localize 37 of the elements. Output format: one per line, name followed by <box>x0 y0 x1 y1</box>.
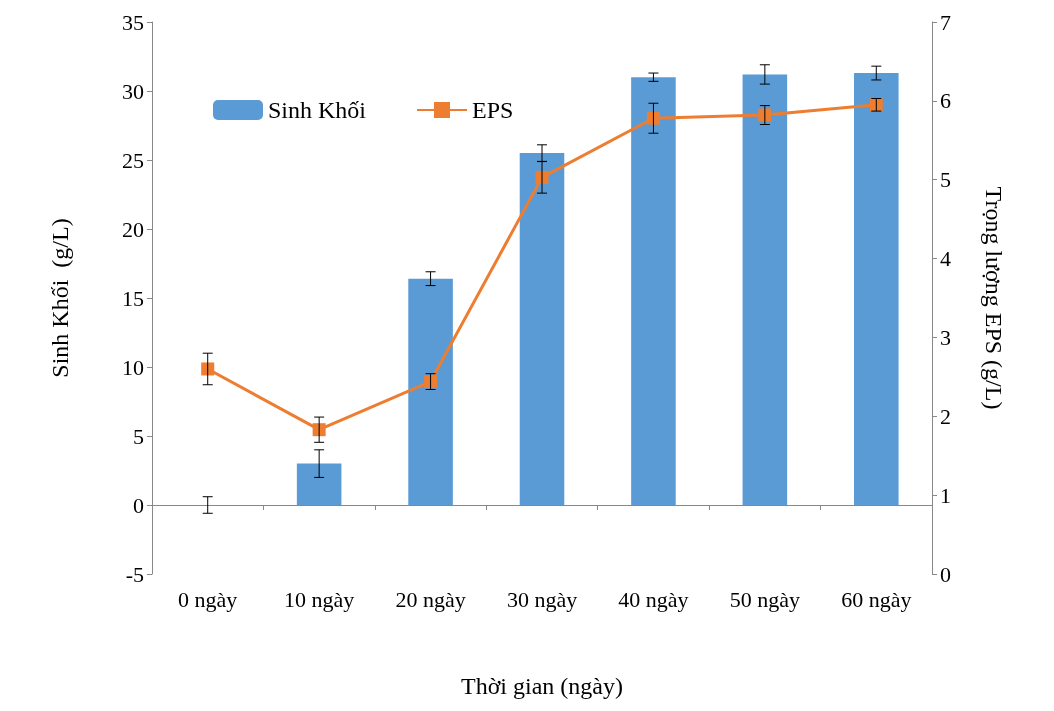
bar <box>854 73 899 505</box>
y-tick-label: 10 <box>122 354 144 380</box>
y2-tick-label: 1 <box>940 482 951 508</box>
y2-tick-label: 7 <box>940 9 951 35</box>
x-axis-title: Thời gian (ngày) <box>461 673 623 699</box>
x-tick-label: 40 ngày <box>618 586 689 612</box>
y2-tick-label: 2 <box>940 403 951 429</box>
x-tick-label: 60 ngày <box>841 586 912 612</box>
x-tick-label: 20 ngày <box>395 586 466 612</box>
bar <box>408 278 453 505</box>
y-tick-label: 20 <box>122 216 144 242</box>
y-tick-label: 25 <box>122 147 144 173</box>
legend-label: Sinh Khối <box>268 97 367 123</box>
y2-tick-label: 4 <box>940 246 951 272</box>
x-tick-label: 10 ngày <box>284 586 355 612</box>
y-tick-label: 0 <box>133 492 144 518</box>
y2-tick-label: 5 <box>940 167 951 193</box>
bar <box>519 153 565 505</box>
x-tick-label: 30 ngày <box>506 586 578 612</box>
y-axis-title: Sinh Khối (g/L) <box>47 218 73 378</box>
bar <box>742 74 788 505</box>
x-tick-label: 0 ngày <box>178 586 238 612</box>
point <box>201 362 215 376</box>
y-tick-label: -5 <box>125 561 144 587</box>
bar <box>296 463 342 505</box>
y-tick-label: 15 <box>122 285 144 311</box>
point <box>646 111 660 125</box>
y2-axis-title: Trọng lượng EPS (g/L) <box>981 186 1007 410</box>
y2-tick-label: 6 <box>940 88 951 114</box>
y2-tick-label: 0 <box>940 561 951 587</box>
y-tick-label: 5 <box>133 423 144 449</box>
x-tick-label: 50 ngày <box>729 586 800 612</box>
y-tick-label: 30 <box>122 78 144 104</box>
bar <box>631 77 676 505</box>
y-tick-label: 35 <box>122 9 144 35</box>
legend-label: EPS <box>472 97 514 123</box>
y2-tick-label: 3 <box>940 324 951 350</box>
